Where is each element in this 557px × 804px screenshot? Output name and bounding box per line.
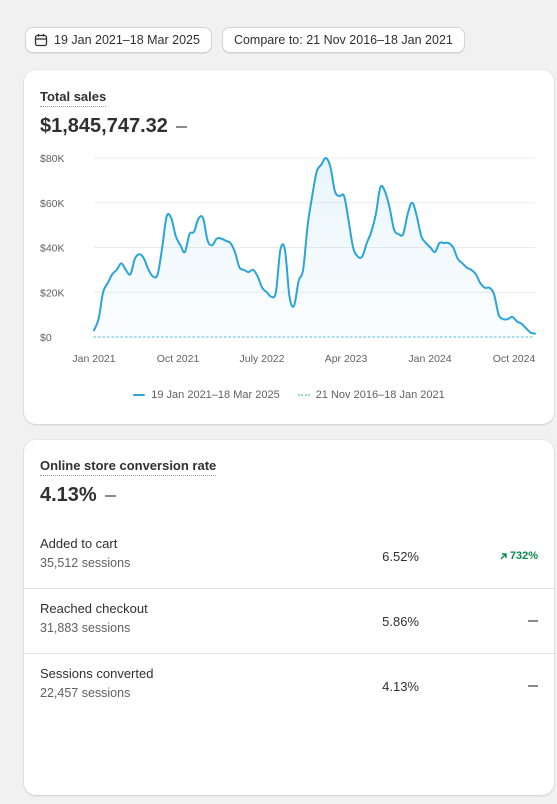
row-divider [24,588,554,589]
conversion-rate-amount: 4.13% [40,484,97,506]
row-divider [24,653,554,654]
legend-label-current: 19 Jan 2021–18 Mar 2025 [151,389,280,401]
total-sales-value: $1,845,747.32 [40,115,187,138]
y-tick-label: $80K [40,153,65,165]
legend-label-comparison: 21 Nov 2016–18 Jan 2021 [315,389,445,401]
funnel-row-sessions: 35,512 sessions [40,556,131,570]
legend-item-current[interactable]: 19 Jan 2021–18 Mar 2025 [133,389,280,401]
funnel-row-label: Reached checkout [40,601,148,616]
change-value: 732% [509,550,538,562]
no-change-indicator [528,685,538,687]
total-sales-amount: $1,845,747.32 [40,115,168,137]
series-area [94,157,535,337]
arrow-up-right-icon [500,552,507,559]
change-badge: 732% [499,550,538,562]
sales-chart[interactable]: $0 $20K $40K $60K $80K Jan 2021 Oct 2021 July 2… [24,70,554,380]
x-tick-label: Oct 2021 [157,353,200,365]
total-sales-title[interactable]: Total sales [40,89,107,107]
funnel-row-sessions: 22,457 sessions [40,686,131,700]
calendar-icon [34,33,48,47]
date-range-button[interactable]: 19 Jan 2021–18 Mar 2025 [25,27,212,53]
no-change-indicator [104,494,116,497]
funnel-row-sessions-converted: Sessions converted 22,457 sessions 4.13% [24,654,554,718]
funnel-row-label: Added to cart [40,536,118,551]
toolbar: 19 Jan 2021–18 Mar 2025 Compare to: 21 N… [25,27,465,53]
y-tick-label: $40K [40,243,65,255]
compare-label: Compare to: 21 Nov 2016–18 Jan 2021 [233,33,453,47]
funnel-row-sessions: 31,883 sessions [40,621,131,635]
funnel-row-reached-checkout: Reached checkout 31,883 sessions 5.86% [24,589,554,653]
chart-legend: 19 Jan 2021–18 Mar 2025 21 Nov 2016–18 J… [24,389,554,401]
x-tick-label: Oct 2024 [493,353,536,365]
no-change-indicator [528,620,538,622]
funnel-row-rate: 6.52% [382,549,419,564]
no-change-indicator [175,125,187,128]
conversion-rate-card: Online store conversion rate 4.13% Added… [24,440,554,795]
y-tick-label: $0 [40,332,52,344]
date-range-label: 19 Jan 2021–18 Mar 2025 [54,33,200,47]
x-tick-label: Jan 2024 [408,353,451,365]
y-tick-label: $20K [40,287,65,299]
x-tick-label: July 2022 [240,353,285,365]
total-sales-card: Total sales $1,845,747.32 $0 $20K $40K $60K… [24,70,554,424]
funnel-row-label: Sessions converted [40,666,154,681]
funnel-row-rate: 5.86% [382,614,419,629]
funnel-row-added-to-cart: Added to cart 35,512 sessions 6.52% 732% [24,524,554,588]
funnel-row-rate: 4.13% [382,679,419,694]
conversion-rate-value: 4.13% [40,484,116,507]
conversion-rate-title[interactable]: Online store conversion rate [40,458,217,476]
x-tick-label: Apr 2023 [325,353,368,365]
legend-swatch-comparison [297,394,310,396]
compare-button[interactable]: Compare to: 21 Nov 2016–18 Jan 2021 [221,27,465,53]
y-tick-label: $60K [40,198,65,210]
x-tick-label: Jan 2021 [72,353,115,365]
series-line [93,157,536,335]
legend-swatch-current [133,394,146,396]
legend-item-comparison[interactable]: 21 Nov 2016–18 Jan 2021 [297,389,445,401]
